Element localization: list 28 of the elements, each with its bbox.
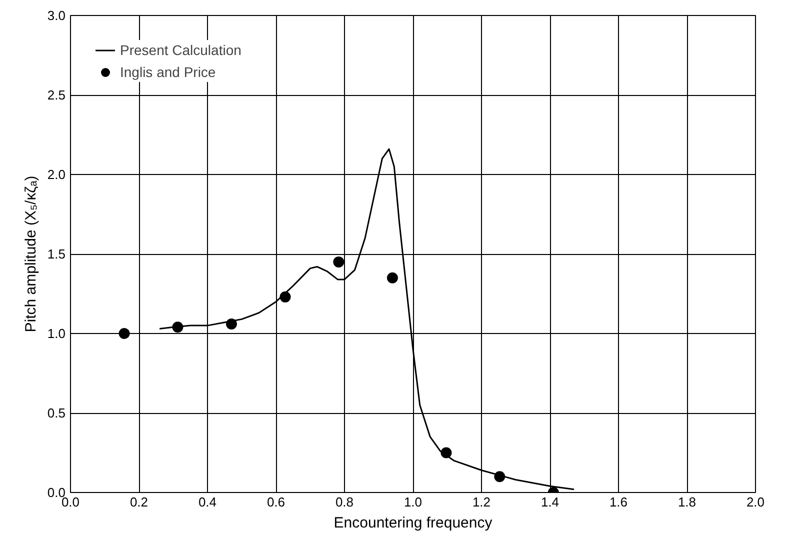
x-tick-label: 1.8 (678, 494, 696, 510)
y-tick-label: 1.0 (47, 326, 66, 341)
x-tick-label: 2.0 (746, 494, 765, 510)
legend-label: Present Calculation (120, 42, 242, 58)
x-tick-label: 0.6 (266, 494, 286, 510)
y-tick-label: 3.0 (47, 8, 66, 23)
point (494, 471, 506, 482)
y-tick-label: 2.5 (47, 88, 66, 102)
y-tick-label: 1.5 (47, 246, 66, 262)
x-tick-label: 1.2 (472, 494, 491, 510)
x-tick-label: 1.0 (404, 494, 422, 510)
point (280, 291, 291, 302)
x-tick-label: 1.6 (609, 494, 628, 510)
point (440, 447, 452, 458)
x-tick-label: 1.4 (540, 494, 560, 510)
point (226, 318, 237, 330)
x-tick-label: 0.8 (335, 494, 354, 510)
point (386, 272, 398, 284)
x-tick-label: 0.4 (198, 494, 217, 510)
point (333, 256, 344, 268)
point (118, 328, 130, 339)
point (172, 322, 184, 333)
x-axis-title: Encountering frequency (334, 514, 493, 532)
legend-label: Inglis and Price (120, 64, 216, 80)
y-axis-title: Pitch amplitude (X₅/κζₐ) (22, 176, 40, 332)
y-tick-label: 2.0 (47, 167, 66, 182)
y-tick-label: 0.5 (47, 406, 66, 420)
x-tick-label: 0.2 (130, 494, 148, 510)
